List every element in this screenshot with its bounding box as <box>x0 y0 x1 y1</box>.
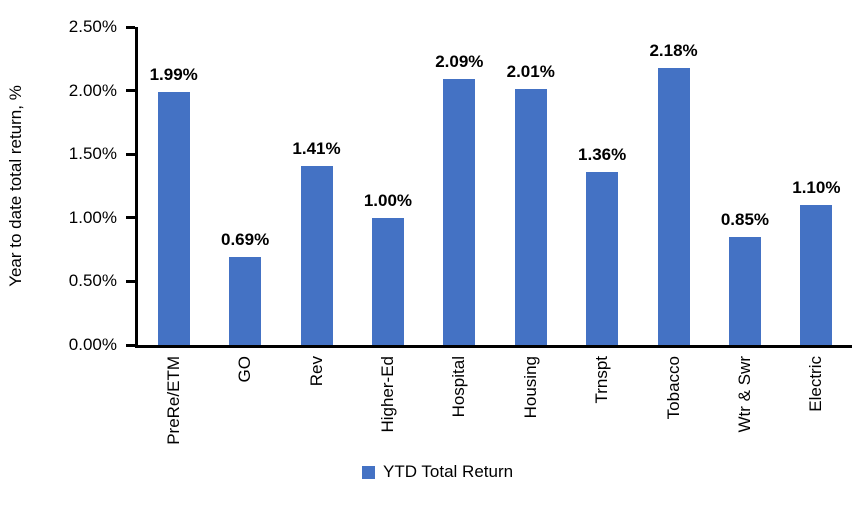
bar-value-label: 1.99% <box>149 64 198 84</box>
x-category-label: Tobacco <box>663 356 683 420</box>
y-tick-mark <box>126 216 135 220</box>
y-tick: 0.00% <box>69 335 135 355</box>
bar-value-label: 2.01% <box>506 62 555 82</box>
bar-slot: 2.09% <box>424 27 495 345</box>
x-category-slot: GO <box>209 356 280 458</box>
x-category-label: Electric <box>806 356 826 412</box>
y-tick: 0.50% <box>69 271 135 291</box>
y-tick-mark <box>126 89 135 93</box>
y-tick-label: 1.50% <box>68 144 117 164</box>
bar-slot: 2.18% <box>638 27 709 345</box>
y-axis: 0.00% 0.50% 1.00% 1.50% 2.00% 2.50% <box>0 17 135 354</box>
y-tick-label: 1.00% <box>68 207 117 227</box>
bar <box>229 257 262 345</box>
x-category-slot: Wtr & Swr <box>709 356 780 458</box>
x-category-slot: Hospital <box>424 356 495 458</box>
x-category-slot: Electric <box>781 356 852 458</box>
bar-value-label: 1.00% <box>363 190 413 210</box>
x-category-label: Higher-Ed <box>377 356 397 433</box>
x-category-slot: PreRe/ETM <box>138 356 209 458</box>
y-tick-mark <box>126 343 135 347</box>
bar <box>300 165 333 345</box>
x-category-label: GO <box>235 356 255 383</box>
bar-value-label: 0.85% <box>720 209 770 229</box>
y-tick: 2.00% <box>69 81 135 101</box>
y-tick: 1.50% <box>69 144 135 164</box>
bar <box>371 217 404 345</box>
plot-area: 1.99% 0.69% 1.41% 1.00% 2.09% 2.01% 1.36% 2.18%… <box>135 27 852 348</box>
bar <box>443 79 476 345</box>
bar-value-label: 1.36% <box>578 145 627 165</box>
legend-swatch-icon <box>362 465 375 479</box>
x-category-label: Wtr & Swr <box>734 356 754 433</box>
x-category-label: Trnspt <box>592 356 612 404</box>
x-category-slot: Tobacco <box>638 356 709 458</box>
x-category-label: Housing <box>520 356 540 419</box>
bar-slot: 1.99% <box>138 27 209 345</box>
x-category-slot: Rev <box>281 356 352 458</box>
y-tick-label: 0.00% <box>68 335 117 354</box>
bar-slot: 1.10% <box>781 27 852 345</box>
y-tick-label: 2.50% <box>68 17 117 36</box>
legend: YTD Total Return <box>362 462 513 482</box>
x-category-label: Rev <box>306 356 326 387</box>
bar-slot: 1.41% <box>281 27 352 345</box>
x-category-slot: Higher-Ed <box>352 356 423 458</box>
bar <box>157 91 190 345</box>
legend-label: YTD Total Return <box>383 462 514 481</box>
bar <box>800 205 833 345</box>
bar-slot: 2.01% <box>495 27 566 345</box>
x-category-label: Hospital <box>449 356 469 418</box>
y-tick: 2.50% <box>69 17 135 37</box>
y-tick-label: 2.00% <box>68 80 117 100</box>
bar <box>514 89 547 345</box>
bar-slot: 0.69% <box>209 27 280 345</box>
x-axis-labels: PreRe/ETM GO Rev Higher-Ed Hospital Housing Tr… <box>138 356 852 458</box>
bar-slot: 1.36% <box>566 27 637 345</box>
bar <box>728 236 761 345</box>
y-tick-mark <box>126 152 135 156</box>
x-category-slot: Housing <box>495 356 566 458</box>
bar-slot: 0.85% <box>709 27 780 345</box>
y-tick-mark <box>126 279 135 283</box>
bar <box>657 67 690 345</box>
x-category-label: PreRe/ETM <box>163 356 183 445</box>
bar-value-label: 1.41% <box>292 138 341 158</box>
bar-value-label: 2.09% <box>435 52 484 72</box>
y-tick-label: 0.50% <box>68 271 117 291</box>
bar-value-label: 2.18% <box>649 40 698 60</box>
bar-value-label: 1.10% <box>792 178 841 198</box>
y-tick: 1.00% <box>69 208 135 228</box>
x-category-slot: Trnspt <box>566 356 637 458</box>
bar-value-label: 0.69% <box>221 230 270 250</box>
y-tick-mark <box>126 25 135 29</box>
bar <box>586 172 619 345</box>
bar-slot: 1.00% <box>352 27 423 345</box>
